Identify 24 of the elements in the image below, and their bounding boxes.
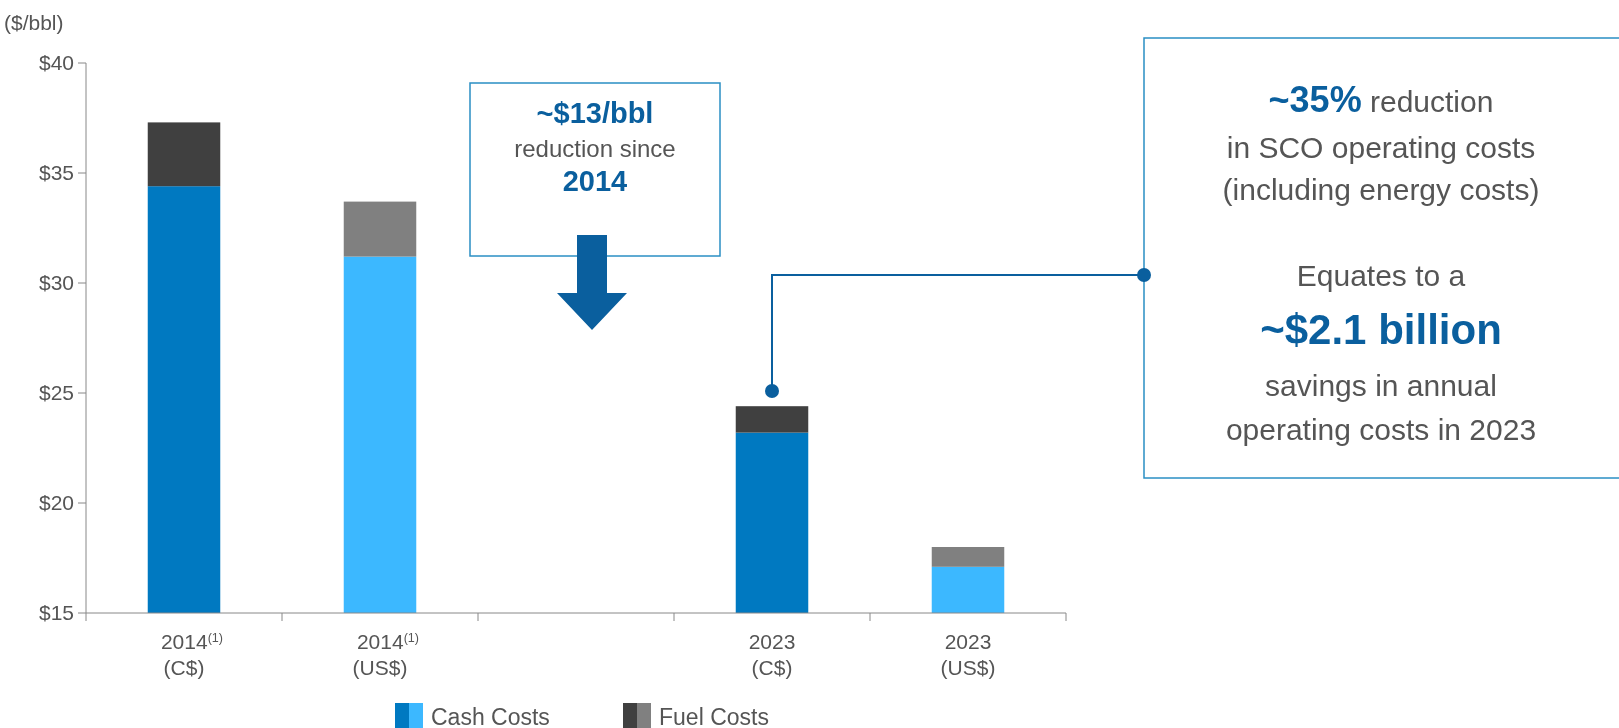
text: ~35% reduction in SCO operating costs (including energy costs): [1222, 79, 1540, 206]
bar: [343, 201, 417, 257]
bar: [147, 186, 221, 613]
legend-label: Cash Costs: [431, 704, 550, 728]
x-tick-label: 2014$^{(1)}$ (C$): [160, 630, 224, 679]
x-tick-label: 2023 (US$): [940, 630, 996, 679]
bar: [931, 547, 1005, 567]
x-tick-label: 2014$^{(1)}$ (US$): [352, 630, 420, 679]
bar: [931, 566, 1005, 613]
y-tick-label: $40: [38, 51, 74, 74]
y-tick-label: $30: [38, 271, 74, 294]
annotation: ~$13/bbl reduction since 2014: [514, 97, 676, 197]
y-tick-label: $15: [38, 601, 74, 624]
text: Equates to a ~$2.1 billion savings in annual operating costs in 2023: [1225, 259, 1537, 446]
bar: [735, 406, 809, 433]
y-tick-label: $25: [38, 381, 74, 404]
x-tick-label: 2023 (C$): [748, 630, 796, 679]
y-axis-title: ($/bbl): [4, 11, 64, 34]
legend-label: Fuel Costs: [659, 704, 769, 728]
bar: [735, 432, 809, 613]
bar: [343, 256, 417, 613]
y-tick-label: $20: [38, 491, 74, 514]
y-tick-label: $35: [38, 161, 74, 184]
bar: [147, 122, 221, 187]
